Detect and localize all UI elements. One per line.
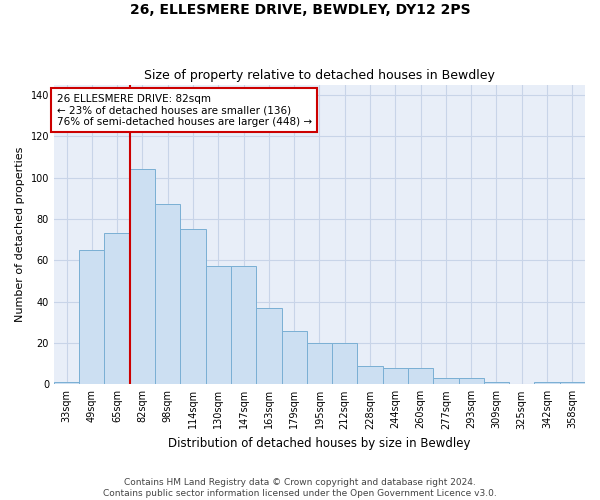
Bar [79, 250, 104, 384]
Bar [104, 234, 130, 384]
Bar [383, 368, 408, 384]
Text: 26 ELLESMERE DRIVE: 82sqm
← 23% of detached houses are smaller (136)
76% of semi: 26 ELLESMERE DRIVE: 82sqm ← 23% of detac… [56, 94, 311, 126]
Bar [484, 382, 509, 384]
Bar [332, 343, 358, 384]
Text: Contains HM Land Registry data © Crown copyright and database right 2024.
Contai: Contains HM Land Registry data © Crown c… [103, 478, 497, 498]
X-axis label: Distribution of detached houses by size in Bewdley: Distribution of detached houses by size … [168, 437, 471, 450]
Bar [535, 382, 560, 384]
Title: Size of property relative to detached houses in Bewdley: Size of property relative to detached ho… [144, 69, 495, 82]
Bar [155, 204, 181, 384]
Y-axis label: Number of detached properties: Number of detached properties [15, 146, 25, 322]
Bar [130, 170, 155, 384]
Bar [458, 378, 484, 384]
Bar [281, 330, 307, 384]
Bar [206, 266, 231, 384]
Bar [560, 382, 585, 384]
Bar [433, 378, 458, 384]
Bar [54, 382, 79, 384]
Text: 26, ELLESMERE DRIVE, BEWDLEY, DY12 2PS: 26, ELLESMERE DRIVE, BEWDLEY, DY12 2PS [130, 2, 470, 16]
Bar [307, 343, 332, 384]
Bar [181, 230, 206, 384]
Bar [408, 368, 433, 384]
Bar [256, 308, 281, 384]
Bar [231, 266, 256, 384]
Bar [358, 366, 383, 384]
